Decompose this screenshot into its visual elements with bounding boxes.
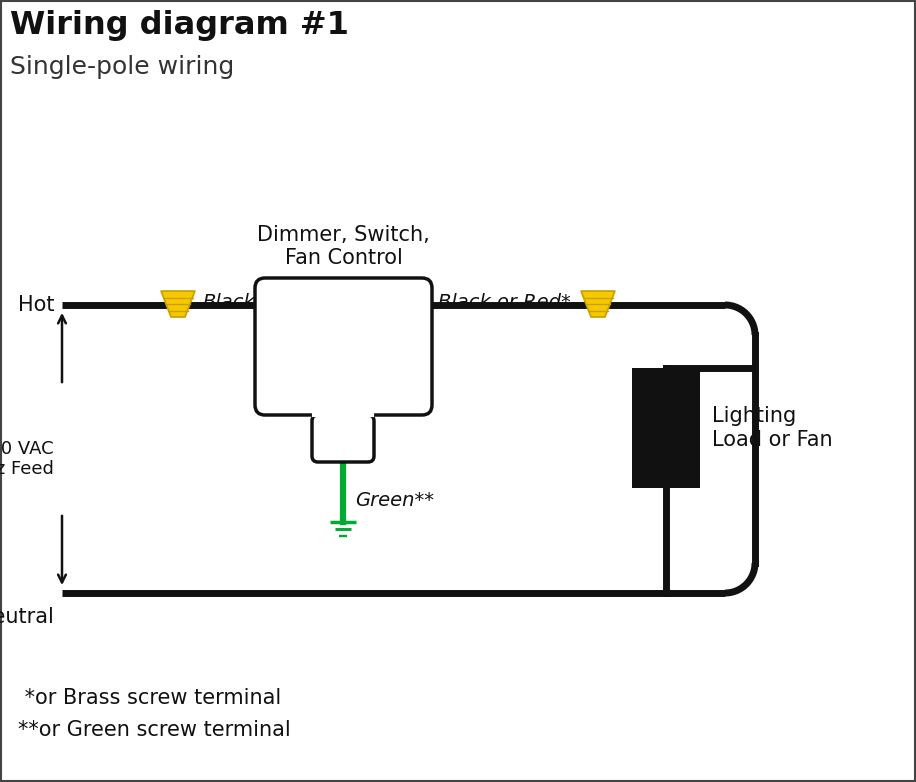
Text: Single-pole wiring: Single-pole wiring <box>10 55 234 79</box>
Text: Dimmer, Switch,
Fan Control: Dimmer, Switch, Fan Control <box>257 224 430 268</box>
Text: Black*: Black* <box>202 293 265 313</box>
Text: Wiring diagram #1: Wiring diagram #1 <box>10 10 349 41</box>
Text: 120 VAC
60 Hz Feed: 120 VAC 60 Hz Feed <box>0 439 54 479</box>
Bar <box>632 368 700 488</box>
FancyBboxPatch shape <box>312 415 374 462</box>
Text: Hot: Hot <box>17 295 54 315</box>
Text: **or Green screw terminal: **or Green screw terminal <box>18 720 290 740</box>
Text: Neutral: Neutral <box>0 607 54 627</box>
Text: Green**: Green** <box>355 490 434 510</box>
Text: Lighting
Load or Fan: Lighting Load or Fan <box>712 407 833 450</box>
Text: *or Brass screw terminal: *or Brass screw terminal <box>18 688 281 708</box>
Polygon shape <box>161 291 195 317</box>
Polygon shape <box>581 291 615 317</box>
FancyBboxPatch shape <box>255 278 432 415</box>
Text: Black or Red*: Black or Red* <box>438 293 571 313</box>
